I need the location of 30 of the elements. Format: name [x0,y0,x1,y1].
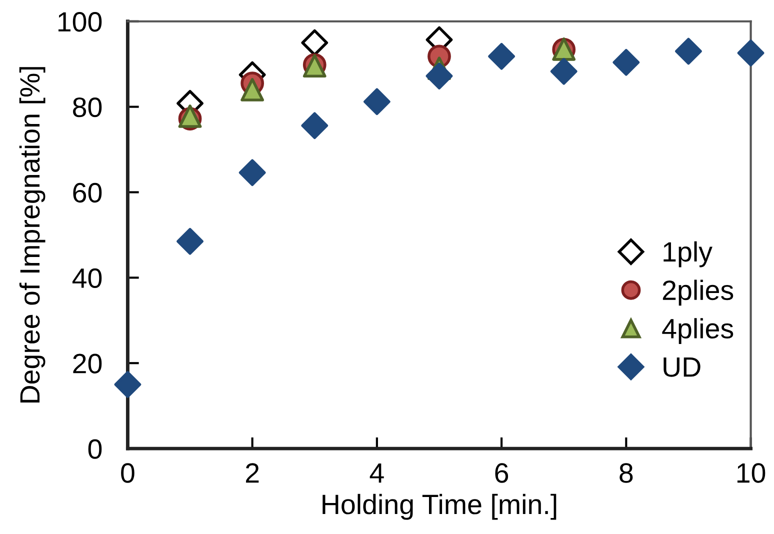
y-tick-label: 20 [73,354,102,374]
point [114,371,142,398]
legend-label: 2plies [662,280,734,306]
point [426,62,453,90]
y-tick-label: 0 [88,439,102,459]
point [364,88,390,116]
y-axis-title: Degree of Impregnation [%] [19,67,46,403]
point [238,159,266,186]
point [301,112,328,140]
x-tick-label: 8 [620,463,633,483]
point [240,78,264,102]
y-tick-label: 40 [72,268,102,288]
legend-label: 1ply [664,241,712,268]
point [737,40,764,66]
x-tick-label: 2 [246,463,259,483]
y-tick-label: 80 [73,97,102,118]
point [176,228,204,255]
x-axis-title: Holding Time [min.] [322,494,556,520]
x-tick-label: 0 [121,463,134,483]
y-tick-label: 100 [58,12,102,32]
point [550,58,578,85]
x-tick-label: 4 [370,463,384,483]
point [612,48,640,76]
point [675,38,702,65]
x-tick-label: 10 [737,463,766,483]
y-tick-label: 60 [73,182,102,203]
point [488,42,515,70]
legend-label: UD [664,358,700,377]
x-tick-label: 6 [495,463,508,483]
legend-label: 4plies [662,318,734,344]
